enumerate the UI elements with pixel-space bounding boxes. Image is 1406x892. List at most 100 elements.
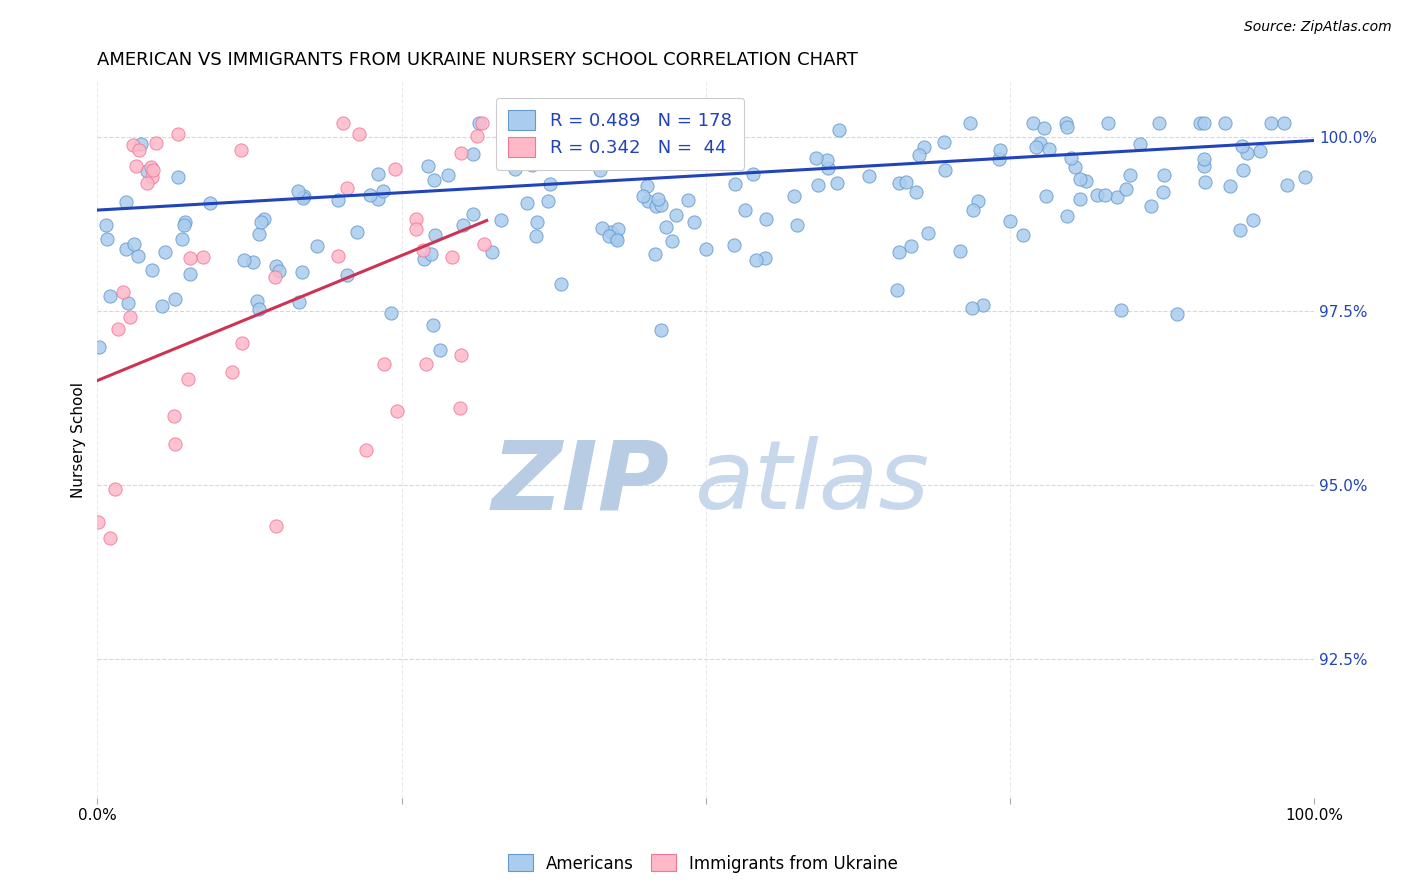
Point [193,250,215,264]
Point [356,443,378,458]
Point [537,194,560,209]
Point [907,148,929,162]
Point [734,203,756,218]
Point [650,323,672,337]
Point [231,143,253,157]
Point [516,196,538,211]
Point [384,162,406,177]
Point [959,116,981,130]
Point [1025,140,1047,154]
Point [755,212,778,227]
Point [233,252,256,267]
Point [1230,138,1253,153]
Point [1033,121,1056,136]
Point [988,152,1011,166]
Point [481,245,503,260]
Point [631,188,654,202]
Y-axis label: Nursery School: Nursery School [72,382,86,498]
Point [1085,187,1108,202]
Point [1260,116,1282,130]
Point [471,116,494,130]
Point [1152,185,1174,199]
Point [174,215,197,229]
Point [1056,210,1078,224]
Point [531,118,554,132]
Point [783,188,806,202]
Legend: R = 0.489   N = 178, R = 0.342   N =  44: R = 0.489 N = 178, R = 0.342 N = 44 [496,97,744,169]
Point [589,163,612,178]
Point [423,173,446,187]
Point [415,357,437,371]
Point [828,123,851,137]
Point [934,136,956,150]
Point [741,167,763,181]
Point [1094,188,1116,202]
Point [385,403,408,417]
Point [380,305,402,319]
Point [429,343,451,358]
Point [107,321,129,335]
Point [683,215,706,229]
Point [637,194,659,208]
Point [1294,169,1316,184]
Point [858,169,880,184]
Point [786,218,808,232]
Point [128,144,150,158]
Point [1129,136,1152,151]
Legend: Americans, Immigrants from Ukraine: Americans, Immigrants from Ukraine [502,847,904,880]
Point [263,270,285,285]
Point [141,169,163,184]
Point [889,176,911,190]
Point [247,227,270,241]
Point [129,136,152,151]
Point [87,515,110,529]
Point [124,236,146,251]
Point [405,212,427,227]
Point [904,185,927,199]
Point [1054,116,1077,130]
Point [422,318,444,332]
Point [242,255,264,269]
Point [450,348,472,362]
Point [815,153,838,167]
Point [538,178,561,192]
Point [328,249,350,263]
Point [655,220,678,235]
Point [1236,146,1258,161]
Point [1056,120,1078,134]
Point [145,136,167,150]
Point [896,176,918,190]
Point [264,519,287,533]
Point [472,236,495,251]
Point [1192,116,1215,130]
Point [450,145,472,160]
Point [825,176,848,190]
Point [127,249,149,263]
Point [636,178,658,193]
Point [972,298,994,312]
Point [246,293,269,308]
Point [1069,192,1091,206]
Point [1192,159,1215,173]
Point [489,213,512,227]
Point [98,289,121,303]
Point [900,238,922,252]
Point [373,357,395,371]
Point [347,128,370,142]
Point [173,219,195,233]
Point [177,372,200,386]
Point [666,150,689,164]
Point [696,154,718,169]
Point [886,283,908,297]
Point [463,146,485,161]
Text: atlas: atlas [693,436,928,529]
Point [292,191,315,205]
Point [1064,160,1087,174]
Point [1272,116,1295,130]
Point [1118,168,1140,182]
Point [595,156,617,170]
Point [550,277,572,291]
Point [1232,162,1254,177]
Text: Source: ZipAtlas.com: Source: ZipAtlas.com [1244,20,1392,34]
Point [465,128,488,143]
